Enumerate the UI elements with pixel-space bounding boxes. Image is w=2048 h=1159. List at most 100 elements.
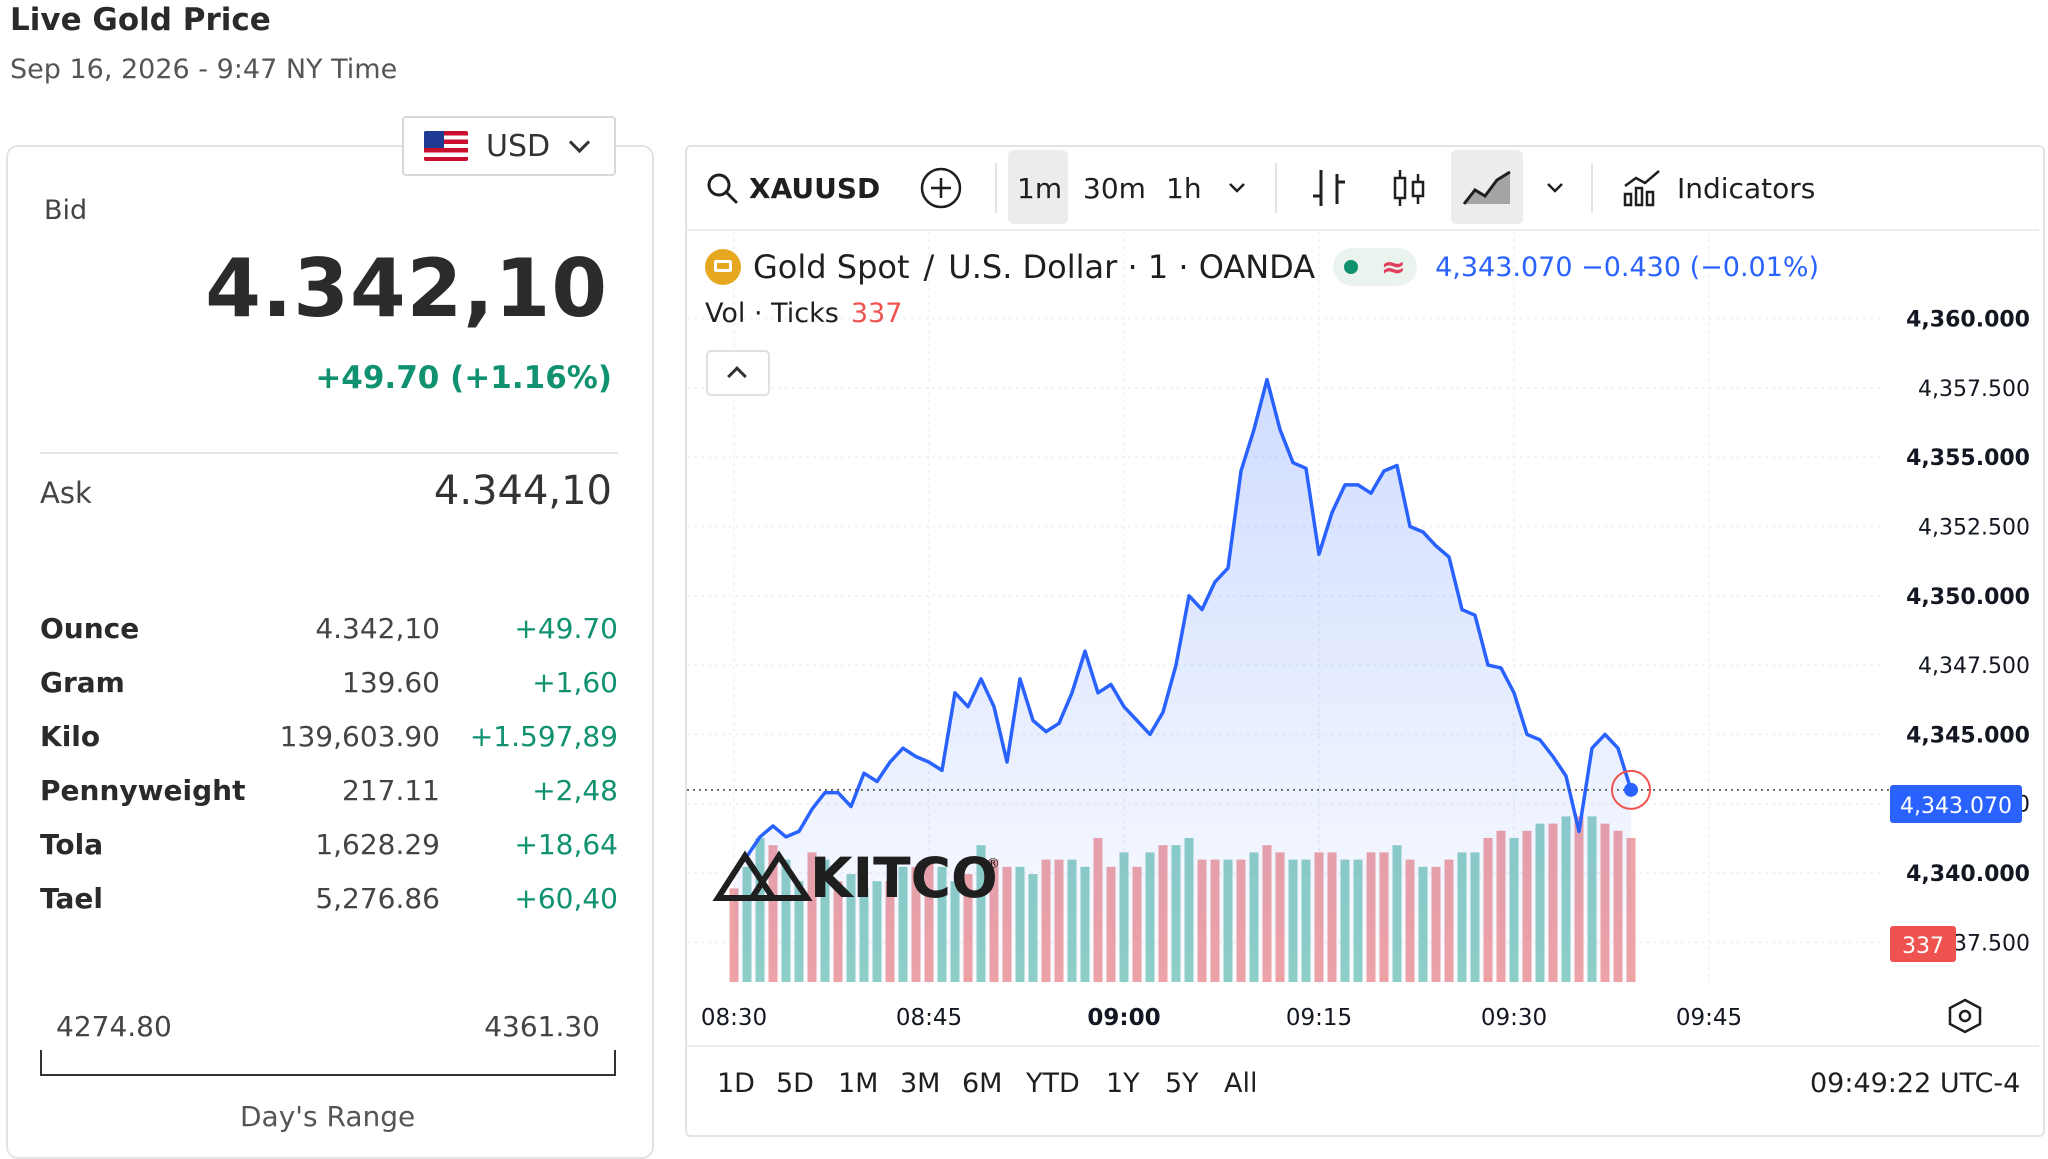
metal-value: 5,276.86 (315, 882, 440, 915)
metal-name: Kilo (40, 720, 101, 753)
watermark-text: KITCO (810, 846, 998, 910)
range-button-1d[interactable]: 1D (717, 1068, 755, 1099)
volume-value: 337 (850, 298, 903, 329)
range-button-5y[interactable]: 5Y (1165, 1068, 1199, 1099)
quote-name: U.S. Dollar · 1 · OANDA (948, 248, 1316, 286)
metal-change: +1,60 (532, 666, 618, 699)
x-tick-label: 08:45 (896, 1005, 962, 1031)
last-volume-badge (1890, 926, 1956, 962)
x-axis-labels: 08:30 08:45 09:00 09:15 09:30 09:45 (701, 1005, 1742, 1031)
y-tick-label: 4,347.500 (1918, 654, 2030, 679)
metal-change: +1.597,89 (469, 720, 618, 753)
active-interval-highlight (1008, 150, 1068, 224)
y-axis-labels: 4,360.000 4,357.500 4,355.000 4,352.500 4,35… (1906, 308, 2030, 957)
candles-icon (1393, 170, 1425, 206)
metal-row-gram: Gram 139.60 +1,60 (40, 666, 618, 706)
metal-name: Tael (40, 882, 103, 915)
chart-bottom-bar (687, 1045, 2039, 1133)
metal-name: Tola (40, 828, 104, 861)
currency-select-button[interactable]: USD (402, 116, 616, 176)
range-button-all[interactable]: All (1224, 1068, 1258, 1099)
ohlc-values: 4,343.070 −0.430 (−0.01%) (1435, 251, 1820, 283)
style-dropdown[interactable] (1543, 147, 1567, 229)
metal-value: 139.60 (342, 666, 440, 699)
x-tick-label: 09:45 (1676, 1005, 1742, 1031)
indicators-label: Indicators (1677, 171, 1816, 205)
chart-settings-icon[interactable] (1948, 998, 1982, 1034)
area-chart-icon (1462, 170, 1511, 205)
chart-toolbar: XAUUSD 1m 30m 1h (687, 147, 2039, 231)
ask-label: Ask (40, 476, 92, 510)
metal-change: +60,40 (514, 882, 618, 915)
metal-change: +49.70 (514, 612, 618, 645)
chart-legend: Gold Spot / U.S. Dollar · 1 · OANDA ≈ 4,… (705, 242, 1819, 292)
indicators-button[interactable]: Indicators (1621, 147, 1815, 229)
y-tick-label: 4,357.500 (1918, 377, 2030, 402)
y-tick-label: 4,352.500 (1918, 515, 2030, 540)
gold-coin-icon (705, 249, 741, 285)
price-panel (6, 145, 654, 1159)
symbol-search[interactable]: XAUUSD (705, 147, 880, 229)
range-button-1y[interactable]: 1Y (1106, 1068, 1140, 1099)
metal-row-kilo: Kilo 139,603.90 +1.597,89 (40, 720, 618, 760)
page-title: Live Gold Price (10, 2, 271, 38)
legend-separator: / (923, 248, 935, 286)
interval-1h[interactable]: 1h (1166, 171, 1202, 205)
toolbar-separator (995, 163, 997, 213)
interval-dropdown[interactable] (1225, 147, 1249, 229)
chevron-down-icon (1547, 183, 1563, 193)
volume-legend: Vol · Ticks 337 (705, 298, 902, 329)
metal-name: Ounce (40, 612, 140, 645)
area-style-button[interactable] (1461, 147, 1513, 229)
search-icon (707, 173, 738, 204)
delayed-data-icon: ≈ (1380, 249, 1406, 285)
last-price-dot (1624, 782, 1638, 797)
symbol-label: XAUUSD (749, 171, 881, 205)
market-open-icon (1344, 260, 1359, 274)
candle-style-button[interactable] (1389, 147, 1429, 229)
collapse-legend-button[interactable] (706, 350, 770, 396)
day-range-low: 4274.80 (56, 1010, 172, 1043)
currency-label: USD (486, 128, 551, 164)
us-flag-icon (424, 131, 468, 161)
instrument-name: Gold Spot (753, 248, 910, 286)
bid-change: +49.70 (+1.16%) (315, 360, 612, 396)
range-button-6m[interactable]: 6M (962, 1068, 1003, 1099)
interval-1m[interactable]: 1m (1017, 171, 1063, 205)
price-area (734, 379, 1631, 983)
x-tick-label: 09:00 (1087, 1005, 1160, 1031)
compare-button[interactable] (919, 147, 963, 229)
toolbar-separator (1591, 163, 1593, 213)
metal-change: +2,48 (532, 774, 618, 807)
range-button-ytd[interactable]: YTD (1026, 1068, 1080, 1099)
metal-value: 4.342,10 (315, 612, 440, 645)
metal-change: +18,64 (514, 828, 618, 861)
y-tick-label: 4,355.000 (1906, 446, 2030, 471)
y-tick-label: 4,350.000 (1906, 585, 2030, 610)
divider (40, 452, 618, 454)
last-price-badge-text: 4,343.070 (1900, 794, 2012, 819)
ask-price: 4.344,10 (433, 468, 612, 514)
range-button-5d[interactable]: 5D (776, 1068, 814, 1099)
chart-clock: 09:49:22 UTC-4 (1810, 1068, 2021, 1099)
day-range-label: Day's Range (240, 1100, 416, 1133)
add-circle-icon (920, 167, 962, 209)
metal-value: 217.11 (342, 774, 440, 807)
metal-value: 1,628.29 (315, 828, 440, 861)
bid-price: 4.342,10 (205, 242, 608, 335)
last-price-badge (1890, 785, 2022, 823)
y-tick-label: 4,360.000 (1906, 308, 2030, 333)
volume-label: Vol · Ticks (705, 298, 839, 329)
metal-value: 139,603.90 (279, 720, 440, 753)
chevron-down-icon (1229, 183, 1245, 193)
last-price-ring (1611, 769, 1651, 810)
metal-name: Pennyweight (40, 774, 246, 807)
bar-style-button[interactable] (1309, 147, 1349, 229)
range-button-1m[interactable]: 1M (838, 1068, 879, 1099)
range-button-3m[interactable]: 3M (900, 1068, 941, 1099)
day-range-bar (40, 1050, 616, 1076)
metal-row-pennyweight: Pennyweight 217.11 +2,48 (40, 774, 618, 814)
metal-row-ounce: Ounce 4.342,10 +49.70 (40, 612, 618, 652)
interval-30m[interactable]: 30m (1083, 171, 1146, 205)
